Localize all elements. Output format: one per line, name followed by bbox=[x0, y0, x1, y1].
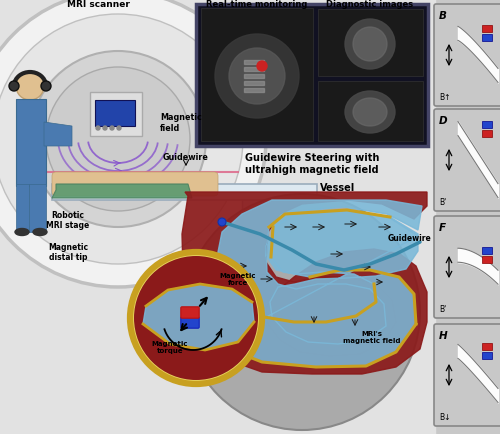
Bar bbox=[196, 5, 428, 147]
Polygon shape bbox=[29, 184, 46, 233]
Text: Robotic
MRI stage: Robotic MRI stage bbox=[46, 210, 90, 230]
Ellipse shape bbox=[33, 229, 47, 236]
Bar bbox=[482, 122, 492, 128]
Text: MRI's
magnetic field: MRI's magnetic field bbox=[343, 330, 401, 343]
Circle shape bbox=[0, 0, 266, 287]
Circle shape bbox=[46, 68, 190, 211]
Circle shape bbox=[130, 253, 262, 384]
Text: Vessel: Vessel bbox=[320, 183, 356, 193]
Bar bbox=[95, 101, 135, 127]
Circle shape bbox=[353, 28, 387, 62]
Bar bbox=[482, 248, 492, 255]
FancyBboxPatch shape bbox=[434, 5, 500, 107]
Circle shape bbox=[110, 127, 114, 131]
Text: F: F bbox=[439, 223, 446, 233]
FancyBboxPatch shape bbox=[52, 173, 218, 197]
Text: B↓: B↓ bbox=[439, 412, 450, 421]
Bar bbox=[482, 35, 492, 43]
Bar bbox=[234, 233, 272, 240]
Polygon shape bbox=[16, 100, 46, 187]
FancyBboxPatch shape bbox=[181, 307, 199, 319]
Polygon shape bbox=[216, 201, 422, 367]
Ellipse shape bbox=[15, 229, 29, 236]
Circle shape bbox=[117, 127, 121, 131]
Circle shape bbox=[229, 49, 285, 105]
Circle shape bbox=[184, 194, 420, 430]
Bar bbox=[242, 198, 264, 237]
Circle shape bbox=[30, 52, 206, 227]
Circle shape bbox=[9, 82, 19, 92]
Bar bbox=[244, 82, 264, 86]
Text: Guidewire: Guidewire bbox=[388, 233, 432, 243]
Bar bbox=[318, 82, 423, 141]
Bar bbox=[482, 26, 492, 33]
Text: Magnetic
distal tip: Magnetic distal tip bbox=[48, 243, 88, 262]
FancyBboxPatch shape bbox=[181, 317, 199, 329]
Text: Guidewire: Guidewire bbox=[163, 153, 209, 161]
Bar bbox=[90, 93, 142, 137]
Bar bbox=[482, 130, 492, 137]
Text: Guidewire Steering with
ultrahigh magnetic field: Guidewire Steering with ultrahigh magnet… bbox=[245, 153, 379, 174]
Polygon shape bbox=[182, 193, 427, 374]
Bar bbox=[482, 256, 492, 263]
Bar bbox=[244, 61, 264, 65]
Text: Magnetic
force: Magnetic force bbox=[220, 273, 256, 285]
Circle shape bbox=[96, 127, 100, 131]
Text: MRI scanner: MRI scanner bbox=[66, 0, 130, 9]
Bar bbox=[244, 68, 264, 72]
Text: Diagnostic images: Diagnostic images bbox=[326, 0, 414, 9]
FancyBboxPatch shape bbox=[434, 110, 500, 211]
Circle shape bbox=[103, 127, 107, 131]
Text: B': B' bbox=[439, 304, 446, 313]
Circle shape bbox=[134, 256, 258, 380]
Bar bbox=[244, 89, 264, 93]
Polygon shape bbox=[44, 123, 72, 147]
FancyBboxPatch shape bbox=[434, 324, 500, 426]
Bar bbox=[201, 9, 313, 141]
Bar bbox=[482, 344, 492, 351]
Polygon shape bbox=[52, 184, 192, 198]
Circle shape bbox=[16, 73, 44, 101]
Bar bbox=[318, 10, 423, 77]
Bar bbox=[482, 353, 492, 360]
Text: H: H bbox=[439, 330, 448, 340]
FancyBboxPatch shape bbox=[434, 217, 500, 318]
Text: B: B bbox=[439, 11, 447, 21]
Text: B': B' bbox=[439, 197, 446, 207]
Text: Real-time monitoring: Real-time monitoring bbox=[206, 0, 308, 9]
Text: Magnetic
field: Magnetic field bbox=[160, 113, 202, 132]
Polygon shape bbox=[143, 284, 254, 350]
Circle shape bbox=[257, 62, 267, 72]
Text: D: D bbox=[439, 116, 448, 126]
Circle shape bbox=[345, 20, 395, 70]
Circle shape bbox=[0, 15, 243, 264]
Ellipse shape bbox=[353, 99, 387, 127]
Circle shape bbox=[41, 82, 51, 92]
Text: B↑: B↑ bbox=[439, 93, 450, 102]
Bar bbox=[0, 0, 435, 434]
Polygon shape bbox=[16, 184, 29, 233]
Circle shape bbox=[218, 218, 226, 227]
Bar bbox=[244, 75, 264, 79]
Circle shape bbox=[215, 35, 299, 119]
Bar bbox=[52, 184, 317, 201]
Ellipse shape bbox=[345, 92, 395, 134]
Text: Magnetic
torque: Magnetic torque bbox=[152, 340, 188, 353]
